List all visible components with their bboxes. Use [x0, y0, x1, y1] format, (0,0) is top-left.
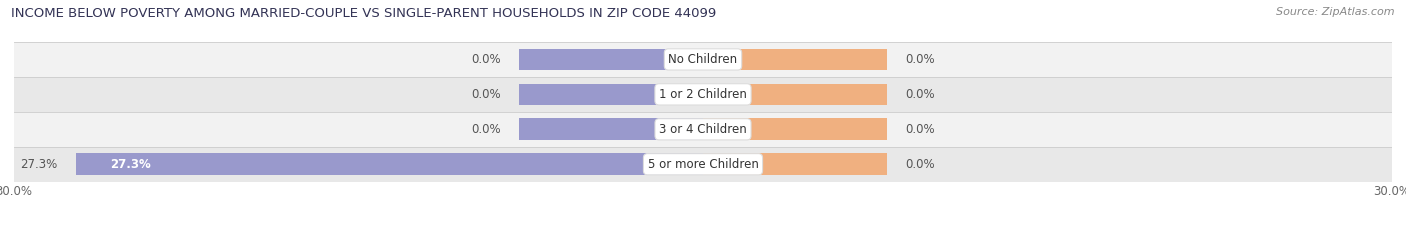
Bar: [14, 112, 1392, 147]
Text: 27.3%: 27.3%: [111, 158, 152, 171]
Bar: [519, 83, 703, 105]
Text: 0.0%: 0.0%: [905, 158, 935, 171]
Text: 0.0%: 0.0%: [905, 88, 935, 101]
Text: INCOME BELOW POVERTY AMONG MARRIED-COUPLE VS SINGLE-PARENT HOUSEHOLDS IN ZIP COD: INCOME BELOW POVERTY AMONG MARRIED-COUPL…: [11, 7, 717, 20]
Bar: [14, 42, 1392, 77]
Bar: [519, 118, 703, 140]
Bar: [703, 49, 887, 70]
Text: 3 or 4 Children: 3 or 4 Children: [659, 123, 747, 136]
Text: 0.0%: 0.0%: [905, 123, 935, 136]
Bar: [703, 153, 887, 175]
Text: 1 or 2 Children: 1 or 2 Children: [659, 88, 747, 101]
Text: Source: ZipAtlas.com: Source: ZipAtlas.com: [1277, 7, 1395, 17]
Text: 0.0%: 0.0%: [471, 53, 501, 66]
Text: 0.0%: 0.0%: [905, 53, 935, 66]
Bar: [14, 147, 1392, 182]
Bar: [703, 83, 887, 105]
Legend: Married Couples, Single Parents: Married Couples, Single Parents: [581, 232, 825, 233]
Text: 5 or more Children: 5 or more Children: [648, 158, 758, 171]
Bar: [76, 153, 703, 175]
Text: 27.3%: 27.3%: [21, 158, 58, 171]
Bar: [519, 49, 703, 70]
Text: 0.0%: 0.0%: [471, 88, 501, 101]
Text: No Children: No Children: [668, 53, 738, 66]
Text: 0.0%: 0.0%: [471, 123, 501, 136]
Bar: [14, 77, 1392, 112]
Bar: [703, 118, 887, 140]
